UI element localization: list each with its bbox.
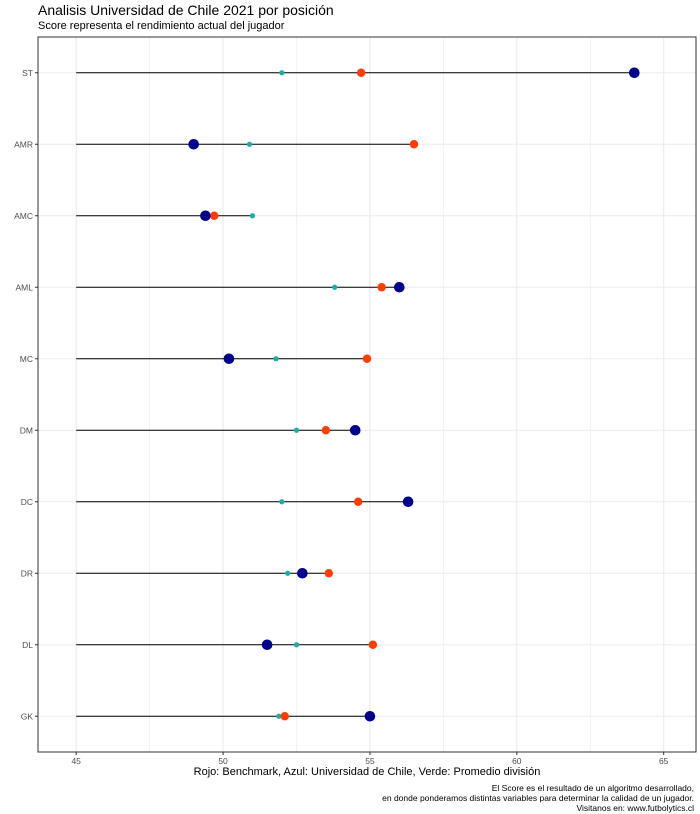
x-tick-label: 55 [365, 756, 375, 766]
y-tick-label: ST [22, 68, 33, 78]
x-axis-label: Rojo: Benchmark, Azul: Universidad de Ch… [193, 766, 541, 778]
y-tick-label: DL [22, 640, 33, 650]
caption-line: en donde ponderamos distintas variables … [382, 793, 694, 803]
x-tick-label: 45 [71, 756, 81, 766]
chart-subtitle: Score representa el rendimiento actual d… [38, 20, 285, 32]
promedio-point [276, 713, 282, 719]
benchmark-point [321, 426, 331, 435]
caption-line: El Score es el resultado de un algoritmo… [491, 783, 694, 793]
universidad-point [200, 210, 211, 222]
benchmark-point [280, 712, 289, 721]
y-tick-label: DM [20, 425, 33, 435]
benchmark-point [409, 140, 419, 149]
promedio-point [273, 356, 279, 362]
benchmark-point [356, 68, 366, 77]
promedio-point [285, 570, 291, 576]
x-tick-label: 65 [659, 756, 669, 766]
universidad-point [223, 353, 235, 365]
y-tick-label: GK [21, 711, 34, 721]
caption-line: Visitanos en: www.futbolytics.cl [576, 803, 694, 813]
y-tick-label: AMC [14, 211, 33, 221]
universidad-point [402, 496, 414, 508]
universidad-point [394, 281, 405, 293]
promedio-point [279, 70, 285, 76]
universidad-point [297, 567, 308, 579]
benchmark-point [368, 640, 378, 649]
universidad-point [261, 639, 273, 651]
universidad-point [188, 138, 199, 150]
universidad-point [629, 67, 640, 79]
y-tick-label: DR [21, 568, 33, 578]
benchmark-point [377, 283, 386, 292]
benchmark-point [210, 211, 219, 220]
universidad-point [349, 424, 361, 436]
promedio-point [332, 284, 338, 290]
caption: El Score es el resultado de un algoritmo… [382, 783, 694, 813]
promedio-point [293, 642, 300, 648]
y-tick-label: AMR [14, 139, 33, 149]
x-tick-label: 60 [512, 756, 522, 766]
panel-border [37, 36, 697, 753]
benchmark-point [353, 497, 363, 506]
y-tick-label: DC [21, 497, 33, 507]
promedio-point [279, 499, 285, 505]
universidad-point [364, 710, 376, 722]
promedio-point [246, 141, 253, 147]
benchmark-point [324, 569, 334, 578]
y-tick-label: AML [16, 282, 34, 292]
chart-title: Analisis Universidad de Chile 2021 por p… [38, 2, 334, 18]
promedio-point [293, 427, 300, 433]
benchmark-point [362, 354, 372, 363]
y-tick-label: MC [20, 354, 33, 364]
x-tick-label: 50 [218, 756, 228, 766]
promedio-point [249, 213, 256, 219]
